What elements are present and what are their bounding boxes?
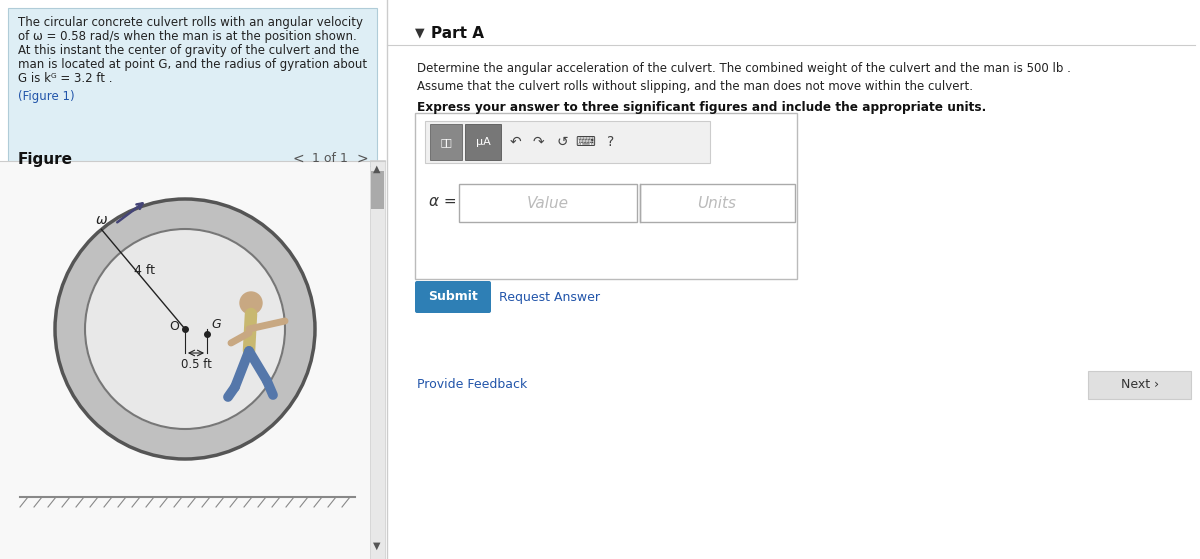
FancyBboxPatch shape xyxy=(0,0,385,559)
Text: ⌨: ⌨ xyxy=(575,135,595,149)
Text: ↶: ↶ xyxy=(509,135,521,149)
FancyBboxPatch shape xyxy=(371,171,384,209)
FancyBboxPatch shape xyxy=(1088,371,1190,399)
Text: μA: μA xyxy=(475,137,491,147)
Text: man is located at point G, and the radius of gyration about: man is located at point G, and the radiu… xyxy=(18,58,367,71)
FancyBboxPatch shape xyxy=(0,161,370,559)
Circle shape xyxy=(240,292,262,314)
Text: Part A: Part A xyxy=(431,26,484,41)
Text: Request Answer: Request Answer xyxy=(499,291,600,304)
Text: α =: α = xyxy=(430,193,457,209)
FancyBboxPatch shape xyxy=(458,184,637,222)
Circle shape xyxy=(85,229,286,429)
Text: ↺: ↺ xyxy=(556,135,568,149)
Text: Assume that the culvert rolls without slipping, and the man does not move within: Assume that the culvert rolls without sl… xyxy=(418,80,973,93)
FancyBboxPatch shape xyxy=(370,160,385,559)
Text: Figure: Figure xyxy=(18,152,73,167)
FancyBboxPatch shape xyxy=(425,121,710,163)
Text: G: G xyxy=(211,319,221,331)
FancyBboxPatch shape xyxy=(640,184,796,222)
Text: 4 ft: 4 ft xyxy=(134,264,156,277)
FancyBboxPatch shape xyxy=(466,124,502,160)
Text: ?: ? xyxy=(607,135,614,149)
Text: Next ›: Next › xyxy=(1121,378,1159,391)
FancyBboxPatch shape xyxy=(430,124,462,160)
Text: 1 of 1: 1 of 1 xyxy=(312,152,348,165)
Text: The circular concrete culvert rolls with an angular velocity: The circular concrete culvert rolls with… xyxy=(18,16,364,29)
FancyBboxPatch shape xyxy=(415,113,797,279)
Text: Provide Feedback: Provide Feedback xyxy=(418,377,527,391)
Text: G is kᴳ = 3.2 ft .: G is kᴳ = 3.2 ft . xyxy=(18,72,113,85)
Text: At this instant the center of gravity of the culvert and the: At this instant the center of gravity of… xyxy=(18,44,359,57)
Text: Express your answer to three significant figures and include the appropriate uni: Express your answer to three significant… xyxy=(418,101,986,114)
Text: of ω = 0.58 rad/s when the man is at the position shown.: of ω = 0.58 rad/s when the man is at the… xyxy=(18,30,356,43)
Text: ▲: ▲ xyxy=(373,164,380,174)
Text: ▼: ▼ xyxy=(373,541,380,551)
Text: Submit: Submit xyxy=(428,291,478,304)
Text: ▼: ▼ xyxy=(415,26,425,39)
Text: (Figure 1): (Figure 1) xyxy=(18,90,74,103)
Circle shape xyxy=(55,199,314,459)
FancyBboxPatch shape xyxy=(8,8,377,166)
Text: Value: Value xyxy=(527,196,569,211)
Text: Determine the angular acceleration of the culvert. The combined weight of the cu: Determine the angular acceleration of th… xyxy=(418,62,1070,75)
Text: <: < xyxy=(292,152,304,166)
FancyBboxPatch shape xyxy=(415,281,491,313)
Text: ↷: ↷ xyxy=(532,135,544,149)
Text: Units: Units xyxy=(697,196,737,211)
Text: ω: ω xyxy=(95,213,107,227)
Text: >: > xyxy=(358,152,368,166)
Text: 0.5 ft: 0.5 ft xyxy=(180,358,211,371)
Text: ⯀⯁: ⯀⯁ xyxy=(440,137,452,147)
Text: O: O xyxy=(169,320,179,333)
